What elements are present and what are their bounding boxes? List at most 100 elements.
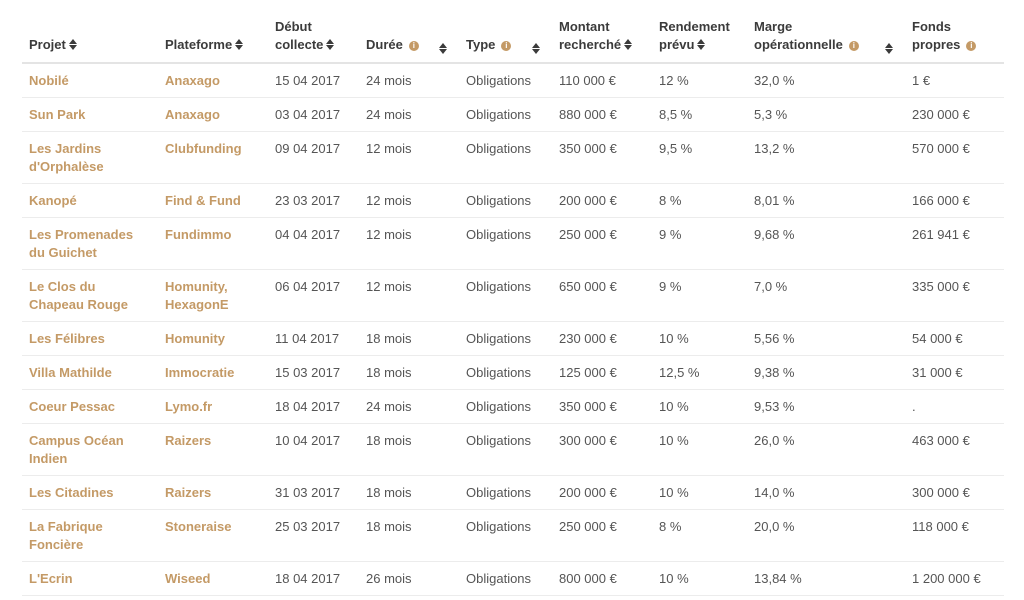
cell-type: Obligations	[459, 63, 552, 98]
cell-duration: 18 mois	[359, 475, 459, 510]
cell-start-date: 15 04 2017	[268, 63, 359, 98]
projects-table: Projet Plateforme Début collecte Durée i …	[22, 10, 1004, 596]
cell-project-name[interactable]: Kanopé	[22, 183, 158, 218]
header-duree[interactable]: Durée i	[359, 10, 459, 64]
header-plateforme[interactable]: Plateforme	[158, 10, 268, 64]
cell-start-date: 18 04 2017	[268, 389, 359, 424]
sort-icon[interactable]	[68, 39, 77, 50]
cell-project-name[interactable]: Nobilé	[22, 63, 158, 98]
cell-platform-name[interactable]: Lymo.fr	[158, 389, 268, 424]
cell-yield: 10 %	[652, 561, 747, 596]
cell-platform-name[interactable]: Clubfunding	[158, 131, 268, 184]
header-type[interactable]: Type i	[459, 10, 552, 64]
header-montant-recherche[interactable]: Montant recherché	[552, 10, 652, 64]
cell-start-date: 09 04 2017	[268, 131, 359, 184]
header-projet[interactable]: Projet	[22, 10, 158, 64]
cell-start-date: 04 04 2017	[268, 217, 359, 270]
sort-icon[interactable]	[624, 39, 633, 50]
cell-type: Obligations	[459, 509, 552, 562]
header-projet-label: Projet	[29, 37, 66, 52]
cell-project-name[interactable]: Les Jardins d'Orphalèse	[22, 131, 158, 184]
cell-platform-name[interactable]: Find & Fund	[158, 183, 268, 218]
cell-project-name[interactable]: Campus Océan Indien	[22, 423, 158, 476]
table-row[interactable]: Coeur Pessac Lymo.fr 18 04 2017 24 mois Obli…	[22, 389, 1004, 424]
cell-platform-name[interactable]: Homunity, HexagonE	[158, 269, 268, 322]
header-fonds-propres[interactable]: Fonds propres i	[905, 10, 1004, 64]
cell-platform-name[interactable]: Stoneraise	[158, 509, 268, 562]
cell-yield: 8,5 %	[652, 97, 747, 132]
cell-equity: .	[905, 389, 1004, 424]
cell-platform-name[interactable]: Wiseed	[158, 561, 268, 596]
sort-icon[interactable]	[326, 39, 335, 50]
cell-equity: 300 000 €	[905, 475, 1004, 510]
cell-type: Obligations	[459, 475, 552, 510]
cell-type: Obligations	[459, 269, 552, 322]
cell-platform-name[interactable]: Raizers	[158, 475, 268, 510]
table-row[interactable]: Les Promenades du Guichet Fundimmo 04 04 2…	[22, 217, 1004, 270]
cell-start-date: 25 03 2017	[268, 509, 359, 562]
table-row[interactable]: Villa Mathilde Immocratie 15 03 2017 18 moi…	[22, 355, 1004, 390]
cell-project-name[interactable]: L'Ecrin	[22, 561, 158, 596]
cell-yield: 10 %	[652, 389, 747, 424]
table-row[interactable]: Le Clos du Chapeau Rouge Homunity, Hexago…	[22, 269, 1004, 322]
table-row[interactable]: Les Félibres Homunity 11 04 2017 18 mois Obl…	[22, 321, 1004, 356]
cell-margin: 14,0 %	[747, 475, 905, 510]
cell-equity: 54 000 €	[905, 321, 1004, 356]
header-debut-collecte[interactable]: Début collecte	[268, 10, 359, 64]
cell-equity: 166 000 €	[905, 183, 1004, 218]
header-montant-line2: recherché	[559, 37, 622, 52]
cell-equity: 1 €	[905, 63, 1004, 98]
sort-icon[interactable]	[235, 39, 244, 50]
cell-amount: 250 000 €	[552, 509, 652, 562]
table-row[interactable]: Les Jardins d'Orphalèse Clubfunding 09 04 …	[22, 131, 1004, 184]
cell-project-name[interactable]: Sun Park	[22, 97, 158, 132]
header-fonds-line1: Fonds	[912, 19, 951, 34]
table-row[interactable]: Kanopé Find & Fund 23 03 2017 12 mois Obliga…	[22, 183, 1004, 218]
cell-platform-name[interactable]: Fundimmo	[158, 217, 268, 270]
info-icon[interactable]: i	[966, 41, 977, 51]
info-icon[interactable]: i	[501, 41, 512, 51]
cell-project-name[interactable]: Les Citadines	[22, 475, 158, 510]
cell-project-name[interactable]: Le Clos du Chapeau Rouge	[22, 269, 158, 322]
table-row[interactable]: Campus Océan Indien Raizers 10 04 2017 18 m…	[22, 423, 1004, 476]
cell-platform-name[interactable]: Immocratie	[158, 355, 268, 390]
cell-platform-name[interactable]: Raizers	[158, 423, 268, 476]
table-row[interactable]: Les Citadines Raizers 31 03 2017 18 mois Obl…	[22, 475, 1004, 510]
header-marge-operationnelle[interactable]: Marge opérationnelle i	[747, 10, 905, 64]
sort-icon[interactable]	[532, 43, 540, 54]
cell-platform-name[interactable]: Anaxago	[158, 63, 268, 98]
cell-amount: 110 000 €	[552, 63, 652, 98]
cell-amount: 125 000 €	[552, 355, 652, 390]
cell-equity: 570 000 €	[905, 131, 1004, 184]
table-row[interactable]: Sun Park Anaxago 03 04 2017 24 mois Obligati…	[22, 97, 1004, 132]
cell-project-name[interactable]: Les Félibres	[22, 321, 158, 356]
sort-icon[interactable]	[439, 43, 447, 54]
info-icon[interactable]: i	[408, 41, 419, 51]
table-row[interactable]: L'Ecrin Wiseed 18 04 2017 26 mois Obligation…	[22, 561, 1004, 596]
header-plateforme-label: Plateforme	[165, 37, 233, 52]
cell-margin: 26,0 %	[747, 423, 905, 476]
cell-platform-name[interactable]: Anaxago	[158, 97, 268, 132]
cell-platform-name[interactable]: Homunity	[158, 321, 268, 356]
cell-duration: 24 mois	[359, 97, 459, 132]
cell-project-name[interactable]: La Fabrique Foncière	[22, 509, 158, 562]
table-row[interactable]: La Fabrique Foncière Stoneraise 25 03 2017…	[22, 509, 1004, 562]
cell-amount: 800 000 €	[552, 561, 652, 596]
cell-project-name[interactable]: Villa Mathilde	[22, 355, 158, 390]
cell-project-name[interactable]: Coeur Pessac	[22, 389, 158, 424]
info-icon[interactable]: i	[848, 41, 859, 51]
cell-margin: 7,0 %	[747, 269, 905, 322]
sort-icon[interactable]	[885, 43, 893, 54]
sort-icon[interactable]	[697, 39, 706, 50]
cell-equity: 463 000 €	[905, 423, 1004, 476]
table-body: Nobilé Anaxago 15 04 2017 24 mois Obligation…	[22, 63, 1004, 596]
cell-project-name[interactable]: Les Promenades du Guichet	[22, 217, 158, 270]
cell-yield: 10 %	[652, 321, 747, 356]
cell-amount: 350 000 €	[552, 389, 652, 424]
table-row[interactable]: Nobilé Anaxago 15 04 2017 24 mois Obligation…	[22, 63, 1004, 98]
cell-equity: 230 000 €	[905, 97, 1004, 132]
header-rendement-prevu[interactable]: Rendement prévu	[652, 10, 747, 64]
cell-equity: 118 000 €	[905, 509, 1004, 562]
header-rendement-line2: prévu	[659, 37, 695, 52]
cell-duration: 12 mois	[359, 269, 459, 322]
